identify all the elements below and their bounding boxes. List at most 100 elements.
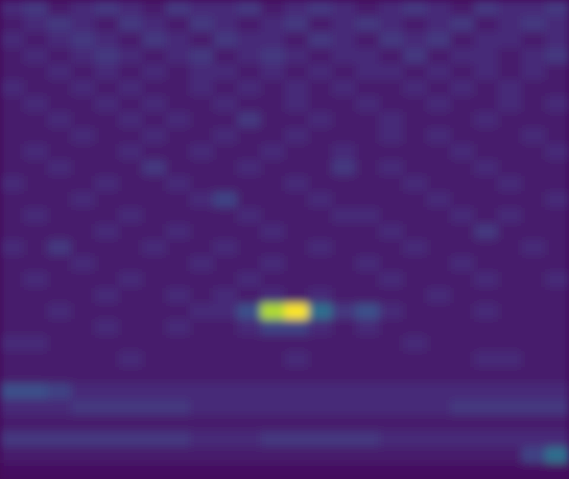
heatmap-cell xyxy=(237,96,261,113)
heatmap-cell xyxy=(213,208,237,225)
heatmap-cell xyxy=(498,208,522,225)
heatmap-cell xyxy=(142,383,166,400)
heatmap-cell xyxy=(47,303,71,320)
heatmap-cell xyxy=(261,271,285,288)
heatmap-cell xyxy=(47,351,71,368)
heatmap-cell xyxy=(95,16,119,33)
heatmap-cell xyxy=(71,112,95,129)
heatmap-cell xyxy=(427,415,451,432)
heatmap-cell xyxy=(166,240,190,257)
heatmap-cell xyxy=(166,160,190,177)
heatmap-cell xyxy=(0,80,24,97)
heatmap-cell xyxy=(119,287,143,304)
heatmap-cell xyxy=(379,0,403,17)
heatmap-cell xyxy=(450,96,474,113)
heatmap-cell xyxy=(427,128,451,145)
heatmap-cell xyxy=(522,208,546,225)
heatmap-cell xyxy=(119,383,143,400)
heatmap-cell xyxy=(142,80,166,97)
heatmap-cell xyxy=(95,64,119,81)
heatmap-cell xyxy=(142,319,166,336)
heatmap-cell xyxy=(285,399,309,416)
heatmap-cell xyxy=(450,192,474,209)
heatmap-cell xyxy=(427,319,451,336)
heatmap-cell xyxy=(119,431,143,448)
heatmap-cell xyxy=(285,367,309,384)
heatmap-cell xyxy=(308,48,332,65)
heatmap-cell xyxy=(403,16,427,33)
heatmap-cell xyxy=(142,64,166,81)
heatmap-cell xyxy=(332,32,356,49)
heatmap-cell xyxy=(213,144,237,161)
heatmap-cell xyxy=(474,415,498,432)
heatmap-cell xyxy=(332,351,356,368)
heatmap-cell xyxy=(95,96,119,113)
heatmap-cell xyxy=(285,255,309,272)
heatmap-cell xyxy=(47,463,71,479)
heatmap-cell xyxy=(522,319,546,336)
heatmap-cell xyxy=(474,399,498,416)
heatmap-cell xyxy=(285,415,309,432)
heatmap-cell xyxy=(498,255,522,272)
heatmap-cell xyxy=(427,463,451,479)
heatmap-cell xyxy=(522,431,546,448)
heatmap-cell xyxy=(95,463,119,479)
heatmap-cell xyxy=(379,367,403,384)
heatmap-cell xyxy=(190,176,214,193)
heatmap-cell xyxy=(545,96,569,113)
heatmap-cell xyxy=(95,0,119,17)
heatmap-cell xyxy=(95,271,119,288)
heatmap-cell xyxy=(119,112,143,129)
heatmap-cell xyxy=(356,192,380,209)
heatmap-cell xyxy=(142,415,166,432)
heatmap-cell xyxy=(95,255,119,272)
heatmap-cell xyxy=(450,208,474,225)
heatmap-cell xyxy=(261,176,285,193)
heatmap-cell xyxy=(356,415,380,432)
heatmap-cell xyxy=(356,447,380,464)
heatmap-cell xyxy=(261,192,285,209)
heatmap-cell xyxy=(24,80,48,97)
heatmap-cell xyxy=(24,208,48,225)
heatmap-cell xyxy=(0,16,24,33)
heatmap-cell xyxy=(213,128,237,145)
heatmap-cell xyxy=(24,240,48,257)
heatmap-cell xyxy=(95,176,119,193)
heatmap-cell xyxy=(379,431,403,448)
heatmap-cell xyxy=(450,431,474,448)
heatmap-cell xyxy=(545,64,569,81)
heatmap-cell xyxy=(71,128,95,145)
heatmap-cell xyxy=(24,287,48,304)
heatmap-cell xyxy=(71,399,95,416)
heatmap-cell xyxy=(71,0,95,17)
heatmap-cell xyxy=(47,240,71,257)
heatmap-cell xyxy=(403,192,427,209)
heatmap-cell xyxy=(71,447,95,464)
heatmap-cell xyxy=(450,351,474,368)
heatmap-cell xyxy=(95,431,119,448)
heatmap-cell xyxy=(95,192,119,209)
heatmap-cell xyxy=(95,48,119,65)
cells xyxy=(0,0,569,479)
heatmap-cell xyxy=(450,399,474,416)
heatmap-cell xyxy=(71,48,95,65)
heatmap-cell xyxy=(498,319,522,336)
heatmap-cell xyxy=(119,96,143,113)
heatmap-cell xyxy=(47,32,71,49)
heatmap-cell xyxy=(24,192,48,209)
heatmap-cell xyxy=(261,255,285,272)
heatmap-cell xyxy=(166,255,190,272)
heatmap-cell xyxy=(474,208,498,225)
heatmap-cell xyxy=(166,399,190,416)
heatmap-cell xyxy=(522,0,546,17)
heatmap-cell xyxy=(403,240,427,257)
heatmap-cell xyxy=(522,80,546,97)
heatmap-cell xyxy=(332,16,356,33)
heatmap-cell xyxy=(71,16,95,33)
heatmap-cell xyxy=(285,0,309,17)
heatmap-cell xyxy=(71,144,95,161)
heatmap-cell xyxy=(47,144,71,161)
heatmap-cell xyxy=(71,224,95,241)
heatmap-cell xyxy=(237,192,261,209)
heatmap-cell xyxy=(308,383,332,400)
